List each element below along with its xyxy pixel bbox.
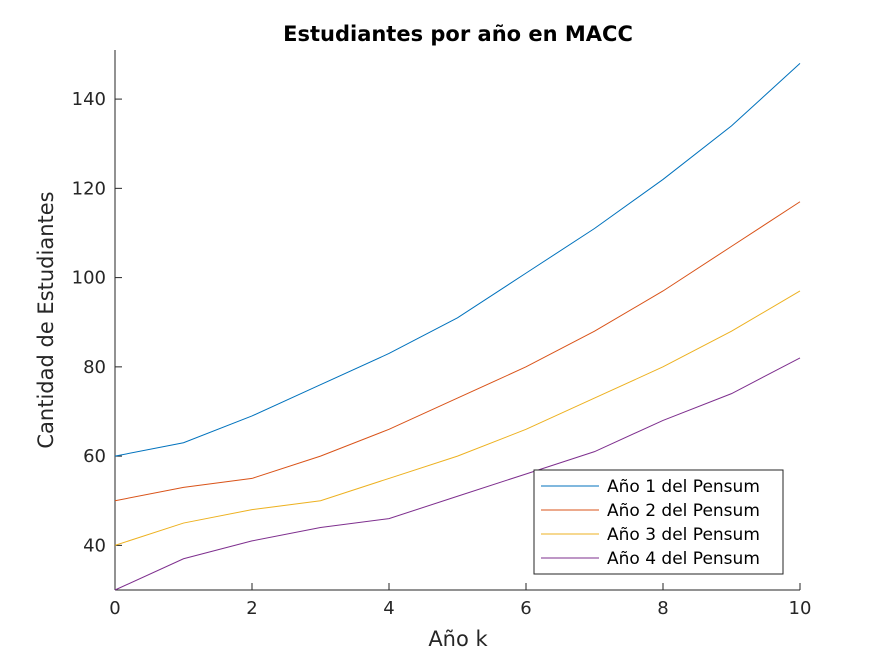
y-tick-label: 100 bbox=[72, 268, 106, 289]
series-line-3 bbox=[114, 290, 801, 546]
legend: Año 1 del Pensum Año 2 del Pensum Año 3 de… bbox=[533, 469, 784, 575]
legend-box bbox=[533, 469, 784, 575]
series-lines bbox=[114, 63, 801, 591]
axes: 0 2 4 6 8 10 40 60 80 100 120 140 bbox=[72, 50, 812, 619]
x-tick-label: 6 bbox=[520, 598, 531, 619]
series-line-4 bbox=[114, 357, 801, 591]
legend-label-2: Año 2 del Pensum bbox=[607, 501, 760, 521]
x-tick-label: 10 bbox=[789, 598, 812, 619]
series-line-2 bbox=[114, 201, 801, 502]
legend-label-3: Año 3 del Pensum bbox=[607, 525, 760, 545]
series-line-1 bbox=[114, 63, 801, 457]
x-tick-label: 4 bbox=[383, 598, 394, 619]
y-axis-label: Cantidad de Estudiantes bbox=[34, 191, 58, 448]
y-tick-label: 60 bbox=[83, 446, 106, 467]
y-tick-label: 140 bbox=[72, 89, 106, 110]
legend-label-4: Año 4 del Pensum bbox=[607, 549, 760, 569]
y-tick-label: 80 bbox=[83, 357, 106, 378]
chart-title: Estudiantes por año en MACC bbox=[283, 22, 633, 46]
y-tick-label: 40 bbox=[83, 535, 106, 556]
x-tick-label: 0 bbox=[109, 598, 120, 619]
x-axis-label: Año k bbox=[428, 627, 488, 651]
y-tick-label: 120 bbox=[72, 178, 106, 199]
legend-label-1: Año 1 del Pensum bbox=[607, 477, 760, 497]
x-tick-label: 2 bbox=[246, 598, 257, 619]
x-tick-label: 8 bbox=[657, 598, 668, 619]
